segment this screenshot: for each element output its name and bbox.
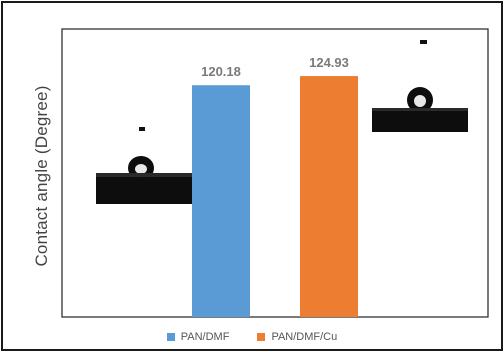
legend: PAN/DMF PAN/DMF/Cu: [0, 329, 504, 345]
bar-pan-dmf-cu: [300, 76, 358, 317]
value-labels-group: 120.18 124.93: [201, 55, 349, 79]
bars-group: [192, 76, 358, 317]
droplet-image-pan-dmf: [96, 127, 192, 204]
legend-label: PAN/DMF/Cu: [271, 331, 337, 343]
legend-label: PAN/DMF: [181, 331, 230, 343]
droplet-image-pan-dmf-cu: [372, 40, 468, 132]
legend-item-pan-dmf-cu: PAN/DMF/Cu: [257, 331, 337, 343]
legend-swatch: [257, 333, 265, 341]
data-label: 120.18: [201, 64, 241, 79]
legend-swatch: [167, 333, 175, 341]
data-label: 124.93: [309, 55, 349, 70]
needle-tip-icon: [139, 127, 145, 131]
needle-tip-icon: [420, 40, 427, 44]
bar-pan-dmf: [192, 85, 250, 317]
legend-item-pan-dmf: PAN/DMF: [167, 331, 230, 343]
